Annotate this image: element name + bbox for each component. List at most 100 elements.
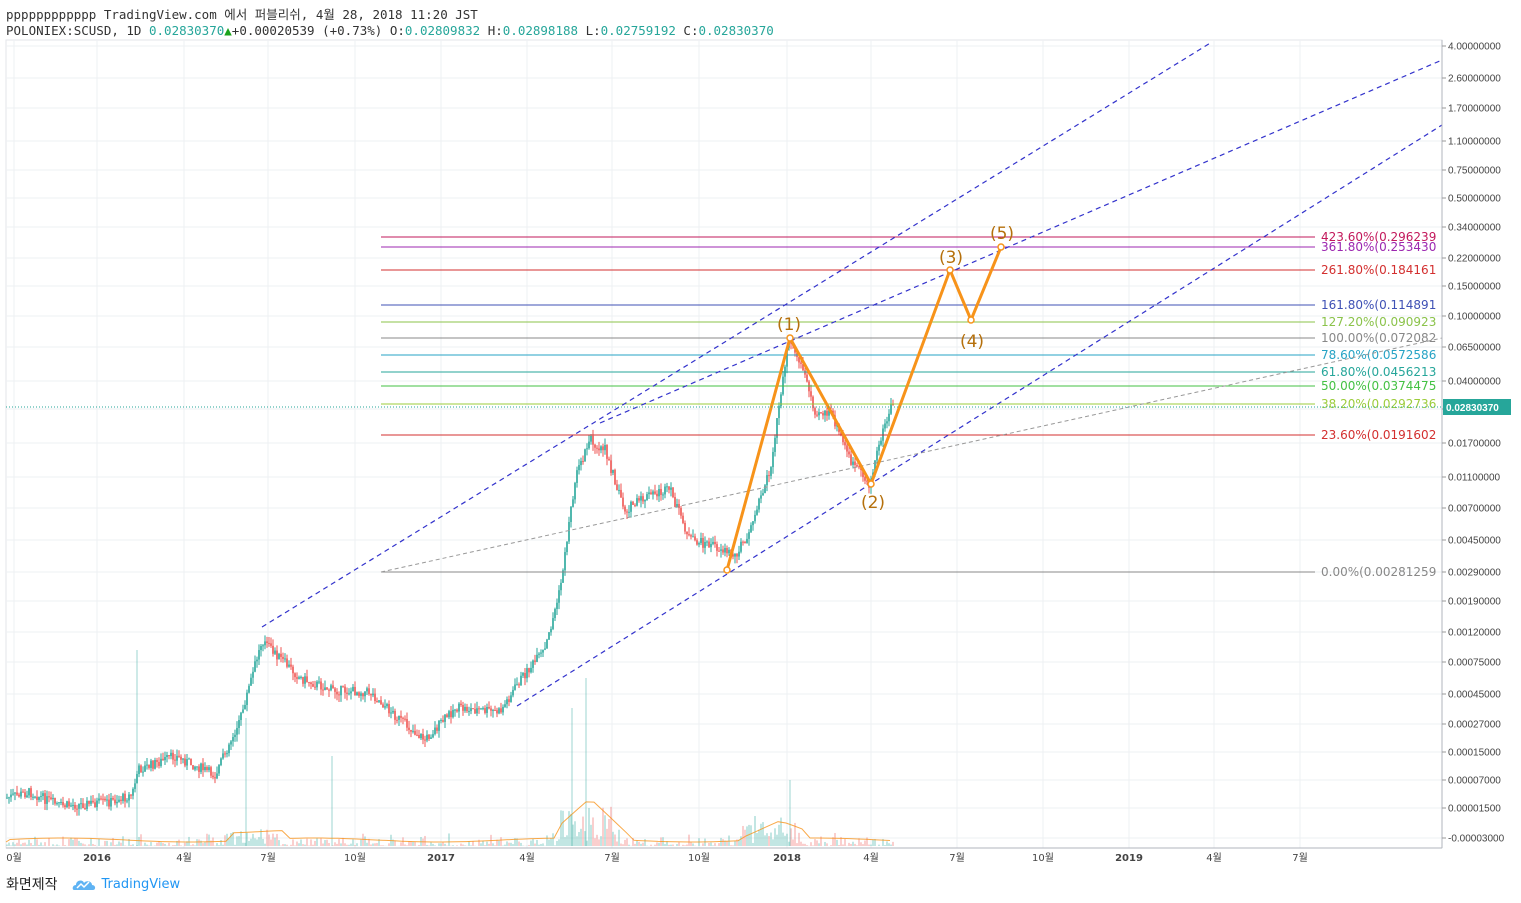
volume-bar (702, 843, 704, 846)
wave-point[interactable] (946, 266, 954, 274)
volume-bar (518, 841, 520, 846)
candle-body (692, 536, 694, 538)
volume-bar (364, 836, 366, 846)
volume-bar (748, 824, 750, 846)
candle-body (542, 649, 544, 653)
candle-body (444, 714, 446, 722)
volume-bar (830, 845, 832, 846)
candle-body (386, 704, 388, 707)
volume-bar (588, 807, 590, 846)
candle-body (768, 475, 770, 477)
y-tick-label: 0.34000000 (1448, 223, 1501, 234)
volume-bar (74, 838, 76, 846)
candle-body (656, 493, 658, 497)
wave-path[interactable] (725, 246, 1003, 571)
volume-bar (158, 841, 160, 846)
candle-body (60, 802, 62, 804)
candle-body (634, 504, 636, 506)
publish-info: pppppppppppp TradingView.com 에서 퍼블리쉬, 4월… (6, 4, 478, 23)
trend-channel[interactable] (261, 41, 1443, 707)
volume-bar (84, 844, 86, 846)
volume-bar (178, 839, 180, 846)
candle-body (468, 711, 470, 713)
volume-bar (514, 838, 516, 846)
volume-bar (510, 842, 512, 846)
time-axis[interactable]: 0월 2016 4월 7월 10월 2017 4월 7월 10월 2018 4월 7월 10월 2019 4… (6, 847, 1442, 864)
wave-point[interactable] (967, 316, 975, 324)
volume-bar (608, 819, 610, 846)
volume-bar (190, 845, 192, 846)
volume-bar (188, 836, 190, 846)
volume-bar (494, 845, 496, 846)
volume-bar (424, 835, 426, 846)
volume-bar (164, 843, 166, 846)
volume-bar (264, 843, 266, 846)
price-axis[interactable]: 4.00000000 2.60000000 1.70000000 1.10000000… (6, 40, 1511, 848)
candle-body (286, 658, 288, 667)
tradingview-brand[interactable]: TradingView (72, 877, 180, 892)
volume-bar (388, 843, 390, 846)
wave-point[interactable] (867, 480, 875, 488)
wave-label: (2) (861, 493, 885, 513)
candle-body (172, 752, 174, 760)
candle-body (278, 653, 280, 660)
y-tick-label: 0.01700000 (1448, 439, 1501, 450)
volume-bar (210, 840, 212, 846)
channel-line[interactable] (599, 59, 1443, 424)
wave-point[interactable] (723, 566, 731, 574)
fib-trend-line[interactable] (380, 337, 1443, 573)
candle-body (44, 793, 46, 804)
volume-bar (342, 837, 344, 846)
volume-bar (242, 842, 244, 846)
volume-bar (718, 843, 720, 846)
volume-bar (852, 841, 854, 846)
volume-bar (872, 839, 874, 846)
volume-bar (10, 845, 12, 846)
volume-bar (812, 845, 814, 846)
volume-bar (418, 844, 420, 846)
volume-bar (754, 816, 756, 846)
volume-bar (782, 832, 784, 846)
candle-body (462, 705, 464, 711)
y-tick-label: 0.00700000 (1448, 504, 1501, 515)
channel-line[interactable] (261, 41, 1213, 628)
candle-body (456, 709, 458, 712)
candle-body (526, 668, 528, 679)
candle-body (778, 405, 780, 419)
high-value: 0.02898188 (502, 23, 579, 38)
volume-bar (12, 842, 14, 846)
volume-bar (858, 838, 860, 846)
candle-body (30, 788, 32, 798)
volume-bar (650, 844, 652, 846)
symbol-name[interactable]: POLONIEX:SCUSD, 1D (6, 23, 142, 38)
y-tick-label: 0.50000000 (1448, 194, 1501, 205)
candle-body (744, 541, 746, 544)
candle-body (886, 421, 888, 424)
candle-body (512, 689, 514, 696)
candle-body (134, 783, 136, 789)
candle-body (150, 760, 152, 768)
volume-bar (6, 844, 8, 846)
wave-point[interactable] (997, 243, 1005, 251)
elliott-wave[interactable]: (1) (2) (3) (4) (5) (723, 224, 1014, 574)
candle-body (120, 799, 122, 801)
candle-body (322, 689, 324, 691)
candle-body (430, 737, 432, 739)
volume-bar (574, 821, 576, 846)
volume-bar (580, 828, 582, 846)
candle-body (532, 660, 534, 668)
candle-body (320, 681, 322, 690)
volume-bar (816, 840, 818, 846)
candle-body (40, 796, 42, 798)
candle-body (676, 504, 678, 507)
wave-point[interactable] (786, 334, 794, 342)
volume-bar (582, 816, 584, 846)
volume-bar (314, 840, 316, 846)
channel-line[interactable] (516, 124, 1443, 707)
candle-body (880, 440, 882, 445)
candle-body (606, 445, 608, 459)
candle-body (164, 757, 166, 761)
volume-bar (770, 832, 772, 846)
